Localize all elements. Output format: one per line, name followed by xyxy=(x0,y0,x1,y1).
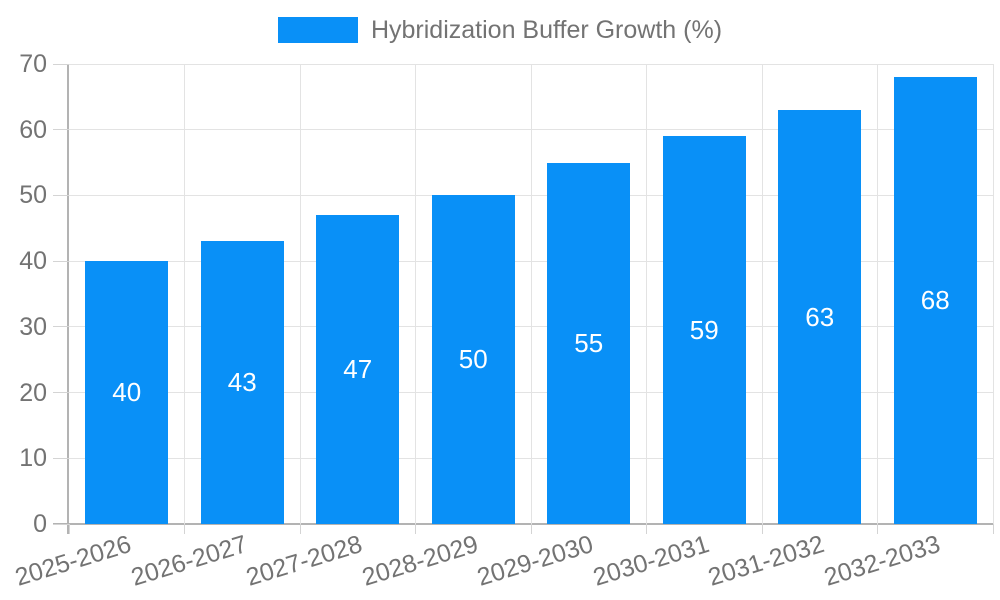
x-axis-tick-label: 2027-2028 xyxy=(243,530,366,592)
bar[interactable] xyxy=(431,195,515,524)
y-axis-line xyxy=(67,64,69,534)
y-axis-tick xyxy=(53,326,69,328)
gridline-vertical xyxy=(299,64,301,524)
bar-value-label: 47 xyxy=(343,354,373,385)
y-axis-tick-label: 60 xyxy=(19,115,47,144)
legend-label: Hybridization Buffer Growth (%) xyxy=(370,16,723,44)
x-axis-tick-label: 2031-2032 xyxy=(705,530,828,592)
bar[interactable] xyxy=(662,136,746,524)
gridline-vertical xyxy=(415,64,416,524)
y-axis-tick-label: 30 xyxy=(19,312,47,341)
legend-swatch xyxy=(277,17,358,43)
legend: Hybridization Buffer Growth (%) xyxy=(0,16,1000,44)
bar-value-label: 50 xyxy=(458,344,488,375)
bar-value-label: 43 xyxy=(227,367,257,398)
x-axis-tick-label: 2026-2027 xyxy=(127,530,251,592)
x-axis-tick-label: 2032-2033 xyxy=(820,530,944,592)
x-axis-tick xyxy=(761,524,763,534)
y-axis-tick-label: 40 xyxy=(19,247,47,276)
x-axis-tick-label: 2029-2030 xyxy=(474,530,597,592)
bar[interactable] xyxy=(547,162,631,524)
x-axis-tick xyxy=(992,524,994,534)
y-axis-tick xyxy=(53,129,69,131)
x-axis-tick xyxy=(877,524,878,534)
gridline-vertical xyxy=(646,64,647,524)
x-axis-tick-label: 2025-2026 xyxy=(12,530,135,592)
y-axis-tick-label: 20 xyxy=(19,378,47,407)
x-axis-tick xyxy=(415,524,416,534)
bar[interactable] xyxy=(316,215,400,524)
bar[interactable] xyxy=(85,261,169,524)
y-axis-tick-label: 0 xyxy=(33,510,47,538)
y-axis-tick xyxy=(53,392,69,394)
legend-item[interactable]: Hybridization Buffer Growth (%) xyxy=(277,16,723,44)
y-axis-tick xyxy=(53,194,69,196)
bar-value-label: 59 xyxy=(689,314,719,345)
y-axis-tick xyxy=(53,457,69,459)
gridline-vertical xyxy=(184,64,185,524)
y-axis-tick-label: 50 xyxy=(19,181,47,210)
x-axis-tick xyxy=(646,524,647,534)
gridline-vertical xyxy=(877,64,878,524)
plot-area: 0 10 20 30 40 50 60 70 40 2025-2026 43 2026-2027 47 2… xyxy=(12,51,994,592)
bar[interactable] xyxy=(778,110,862,524)
y-axis-tick-label: 70 xyxy=(19,50,47,78)
x-axis-tick xyxy=(530,524,532,534)
x-axis-tick xyxy=(184,524,185,534)
x-axis-tick xyxy=(68,524,70,534)
bar-value-label: 63 xyxy=(805,301,835,332)
x-axis-tick xyxy=(299,524,301,534)
y-axis-tick xyxy=(53,63,69,65)
bar[interactable] xyxy=(200,241,284,524)
gridline-vertical xyxy=(761,64,763,524)
x-axis-tick-label: 2028-2029 xyxy=(358,530,482,592)
bar-value-label: 40 xyxy=(112,377,142,408)
gridline-vertical xyxy=(530,64,532,524)
bar-value-label: 55 xyxy=(574,327,604,358)
y-axis-tick xyxy=(53,523,69,525)
bar[interactable] xyxy=(893,77,977,524)
bar-value-label: 68 xyxy=(920,285,950,316)
x-axis-tick-label: 2030-2031 xyxy=(589,530,713,592)
y-axis-tick xyxy=(53,260,69,262)
gridline-vertical xyxy=(992,64,994,524)
x-axis-line xyxy=(53,523,993,525)
y-axis-tick-label: 10 xyxy=(19,444,47,473)
